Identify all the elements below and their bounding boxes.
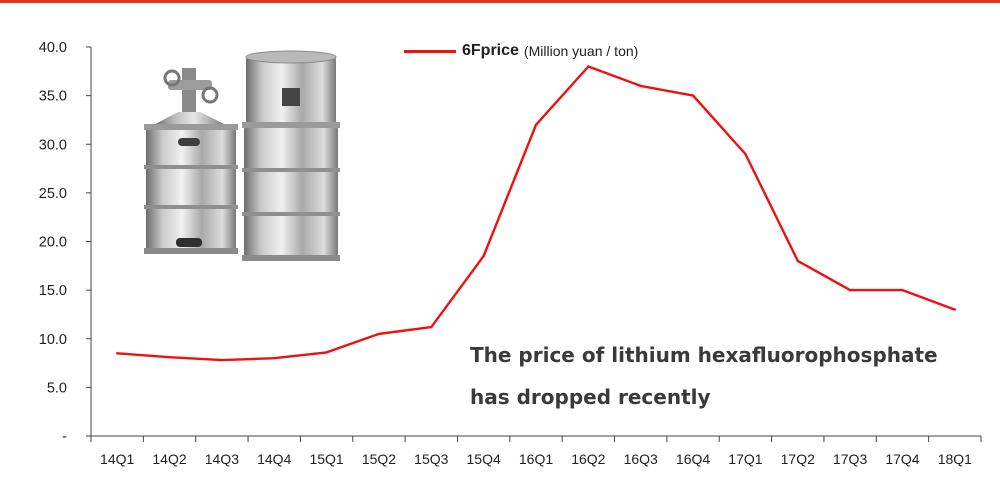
legend-series-unit: (Million yuan / ton) xyxy=(523,43,639,59)
x-tick-label: 14Q1 xyxy=(100,451,134,467)
y-tick-label: 40.0 xyxy=(39,40,67,56)
y-tick-label: - xyxy=(62,429,67,445)
x-tick-label: 17Q4 xyxy=(885,451,919,467)
data-point xyxy=(796,259,799,263)
x-tick-label: 18Q1 xyxy=(938,451,972,467)
x-tick-label: 16Q3 xyxy=(624,451,658,467)
x-tick-label: 15Q1 xyxy=(309,451,343,467)
x-tick-label: 15Q3 xyxy=(414,451,448,467)
data-point xyxy=(953,308,957,311)
x-tick-label: 14Q3 xyxy=(205,451,239,467)
x-tick-label: 14Q2 xyxy=(152,451,186,467)
x-tick-label: 17Q3 xyxy=(833,451,867,467)
data-point xyxy=(220,358,224,362)
data-point xyxy=(691,94,695,97)
x-tick-label: 16Q4 xyxy=(676,451,710,467)
data-point xyxy=(430,325,433,329)
axes xyxy=(86,46,982,442)
top-accent-rule xyxy=(0,0,1000,3)
data-point xyxy=(901,288,904,292)
y-tick-label: 35.0 xyxy=(39,89,67,105)
annotation-line-2: has dropped recently xyxy=(470,385,711,409)
y-tick-label: 25.0 xyxy=(39,186,67,202)
x-tick-label: 15Q2 xyxy=(362,451,396,467)
data-point xyxy=(587,65,590,68)
data-point xyxy=(273,357,276,360)
legend: 6Fprice (Million yuan / ton) xyxy=(404,42,638,60)
y-tick-label: 30.0 xyxy=(39,137,67,153)
data-point xyxy=(848,288,852,292)
data-point xyxy=(482,254,485,258)
legend-swatch xyxy=(404,49,456,53)
data-point xyxy=(168,356,171,359)
annotation-line-1: The price of lithium hexafluorophosphate xyxy=(470,343,938,367)
x-tick-label: 14Q4 xyxy=(257,451,291,467)
y-tick-label: 5.0 xyxy=(47,380,67,396)
data-point xyxy=(115,352,119,355)
tick-labels: - 5.0 10.0 15.0 20.0 25.0 30.0 35.0 40.0 14Q1 14Q2… xyxy=(39,40,972,467)
y-tick-label: 20.0 xyxy=(39,235,67,251)
data-point xyxy=(325,351,328,354)
y-tick-label: 10.0 xyxy=(39,332,67,348)
data-point xyxy=(377,332,381,336)
legend-series-name: 6Fprice xyxy=(462,42,519,59)
data-point xyxy=(639,84,642,88)
x-tick-label: 15Q4 xyxy=(467,451,501,467)
series-layer xyxy=(115,65,957,362)
x-tick-label: 17Q2 xyxy=(781,451,815,467)
x-tick-label: 16Q2 xyxy=(571,451,605,467)
x-tick-label: 17Q1 xyxy=(728,451,762,467)
data-point xyxy=(534,123,538,127)
x-tick-label: 16Q1 xyxy=(519,451,553,467)
data-point xyxy=(744,152,747,156)
y-tick-label: 15.0 xyxy=(39,283,67,299)
stainless-steel-drums-image xyxy=(144,50,340,261)
